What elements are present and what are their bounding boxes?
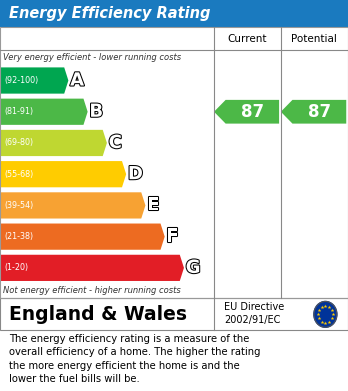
- Text: England & Wales: England & Wales: [9, 305, 187, 324]
- Text: (21-38): (21-38): [4, 232, 33, 241]
- Bar: [0, 298, 348, 330]
- Polygon shape: [281, 100, 346, 124]
- Circle shape: [314, 301, 337, 327]
- Text: (81-91): (81-91): [4, 107, 33, 116]
- Polygon shape: [214, 100, 279, 124]
- Text: (92-100): (92-100): [4, 76, 38, 85]
- Polygon shape: [0, 130, 107, 156]
- Bar: [0, 27, 348, 298]
- Text: Energy Efficiency Rating: Energy Efficiency Rating: [9, 6, 210, 21]
- Text: Not energy efficient - higher running costs: Not energy efficient - higher running co…: [3, 286, 181, 296]
- Text: C: C: [109, 134, 122, 152]
- Text: The energy efficiency rating is a measure of the
overall efficiency of a home. T: The energy efficiency rating is a measur…: [9, 334, 260, 384]
- Text: F: F: [166, 228, 179, 246]
- Bar: [0, 27, 348, 298]
- Polygon shape: [0, 255, 184, 281]
- Polygon shape: [0, 67, 68, 93]
- Bar: [0, 0, 348, 27]
- Text: D: D: [128, 165, 143, 183]
- Text: (69-80): (69-80): [4, 138, 33, 147]
- Text: Potential: Potential: [292, 34, 337, 44]
- Text: Current: Current: [228, 34, 267, 44]
- Polygon shape: [0, 161, 126, 187]
- Text: B: B: [89, 103, 103, 121]
- Polygon shape: [0, 192, 145, 219]
- Text: 87: 87: [241, 103, 264, 121]
- Text: G: G: [186, 259, 200, 277]
- Text: (1-20): (1-20): [4, 264, 28, 273]
- Text: EU Directive: EU Directive: [224, 302, 285, 312]
- Text: A: A: [70, 72, 84, 90]
- Text: 87: 87: [308, 103, 331, 121]
- Text: Very energy efficient - lower running costs: Very energy efficient - lower running co…: [3, 53, 182, 62]
- Text: E: E: [147, 196, 159, 214]
- Text: (55-68): (55-68): [4, 170, 33, 179]
- Text: 2002/91/EC: 2002/91/EC: [224, 315, 281, 325]
- Polygon shape: [0, 99, 88, 125]
- Polygon shape: [0, 224, 165, 250]
- Text: (39-54): (39-54): [4, 201, 33, 210]
